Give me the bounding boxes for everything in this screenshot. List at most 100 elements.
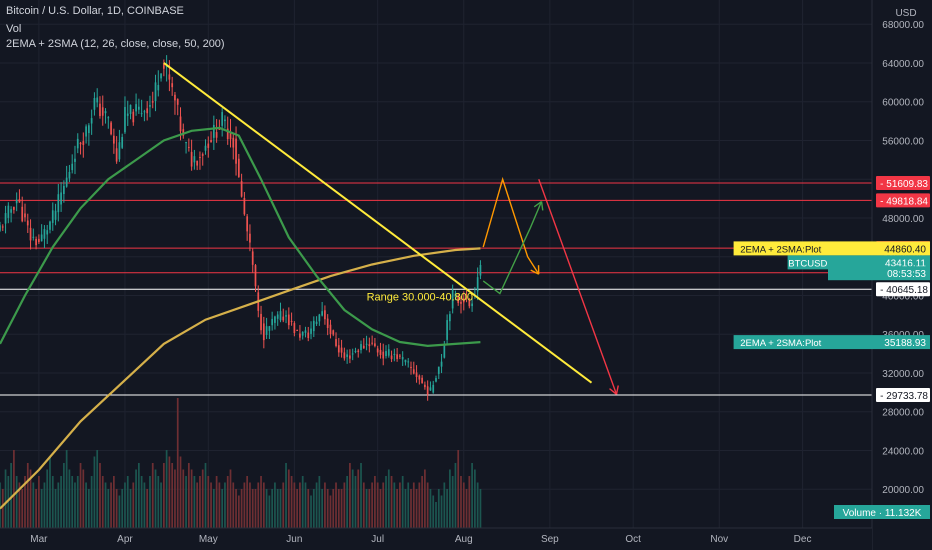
volume-bar xyxy=(229,469,232,528)
volume-bar xyxy=(76,476,79,528)
candle-body xyxy=(74,158,76,162)
volume-bar xyxy=(346,476,348,528)
volume-bar xyxy=(426,482,429,528)
time-axis[interactable]: Mar Apr May Jun Jul Aug Sep Oct Nov Dec xyxy=(0,527,872,550)
volume-bar xyxy=(63,463,65,528)
volume-bar xyxy=(454,463,457,528)
candle-body xyxy=(0,225,1,231)
volume-bar xyxy=(176,398,179,528)
volume-bar xyxy=(237,495,240,528)
price-tick-label: 60000.00 xyxy=(882,98,924,109)
volume-bar xyxy=(262,482,265,528)
volume-bar xyxy=(235,489,237,528)
volume-bar xyxy=(321,489,324,528)
candle-body xyxy=(390,355,393,360)
candle-body xyxy=(162,63,165,69)
volume-bar xyxy=(271,489,274,528)
candle-body xyxy=(210,139,212,143)
candle-body xyxy=(449,314,451,322)
candle-body xyxy=(79,142,82,145)
volume-bar xyxy=(137,463,140,528)
drawings[interactable]: Range 30.000-40.800 xyxy=(163,62,619,395)
volume-bar xyxy=(85,482,87,528)
volume-bar xyxy=(129,489,132,528)
volume-bar xyxy=(257,482,260,528)
volume-bar xyxy=(165,450,168,528)
candle-body xyxy=(21,206,24,222)
volume-bar xyxy=(462,482,465,528)
candle-body xyxy=(71,163,74,171)
volume-bar xyxy=(190,469,193,528)
volume-bar xyxy=(68,469,71,528)
scenario-arrowhead xyxy=(615,385,619,395)
level-label: - 49818.84 xyxy=(880,196,928,207)
month-tick-label: Nov xyxy=(710,534,728,545)
candle-body xyxy=(251,251,254,265)
candle-body xyxy=(57,194,60,213)
candle-body xyxy=(126,113,129,116)
candle-body xyxy=(446,320,448,340)
candle-body xyxy=(468,299,471,307)
volume-bar xyxy=(135,469,137,528)
volume-bar xyxy=(32,482,35,528)
volume-bar xyxy=(13,450,15,528)
volume-bar xyxy=(324,482,326,528)
volume-bar xyxy=(382,482,385,528)
candle-body xyxy=(346,354,348,357)
volume-bar xyxy=(279,489,282,528)
price-tick-label: 20000.00 xyxy=(882,485,924,496)
candle-body xyxy=(376,348,379,353)
volume-bar xyxy=(93,456,96,528)
volume-bar xyxy=(468,476,471,528)
horizontal-levels[interactable] xyxy=(0,182,872,396)
candle-body xyxy=(385,351,387,357)
volume-bar xyxy=(246,476,249,528)
moving-averages xyxy=(0,126,481,510)
candle-body xyxy=(182,129,185,136)
candle-body xyxy=(101,107,104,116)
volume-bar xyxy=(457,450,460,528)
candle-body xyxy=(199,156,201,158)
candle-body xyxy=(171,83,174,88)
volume-bar xyxy=(385,476,387,528)
volume-bar xyxy=(357,469,360,528)
volume-bar xyxy=(412,482,415,528)
candle-body xyxy=(121,137,124,148)
candle-body xyxy=(157,85,160,91)
month-tick-label: Mar xyxy=(30,534,48,545)
volume-bar xyxy=(435,502,437,528)
volume-bar xyxy=(46,469,49,528)
candle-body xyxy=(246,216,249,232)
scenario-arrowhead xyxy=(540,201,544,211)
candle-body xyxy=(212,124,215,138)
candle-body xyxy=(187,146,190,148)
candle-body xyxy=(407,361,410,363)
candle-body xyxy=(82,141,85,145)
candle-body xyxy=(154,82,157,102)
candle-body xyxy=(149,104,151,107)
month-tick-label: May xyxy=(199,534,218,545)
candle-body xyxy=(271,318,274,326)
level-label-bg xyxy=(876,193,930,208)
candle-body xyxy=(240,181,243,197)
volume-indicator-label: Vol xyxy=(6,23,22,35)
candle-body xyxy=(7,205,10,218)
candle-body xyxy=(399,355,401,357)
scenario-arrowhead xyxy=(533,200,542,208)
volume-bar xyxy=(212,489,215,528)
volume-bar xyxy=(49,456,51,528)
price-tags: 2EMA + 2SMA:Plot 44860.40 BTCUSD 43416.1108… xyxy=(733,241,930,519)
volume-bar xyxy=(290,476,293,528)
candle-body xyxy=(412,369,415,374)
candle-body xyxy=(260,313,262,331)
candle-body xyxy=(387,349,390,356)
candle-body xyxy=(274,316,276,323)
candle-body xyxy=(65,177,68,187)
volume-bar xyxy=(232,482,235,528)
candle-body xyxy=(304,330,307,333)
candle-body xyxy=(49,221,51,230)
price-tag-value: 44860.40 xyxy=(884,244,926,255)
candle-body xyxy=(462,298,465,303)
volume-bar xyxy=(432,495,435,528)
